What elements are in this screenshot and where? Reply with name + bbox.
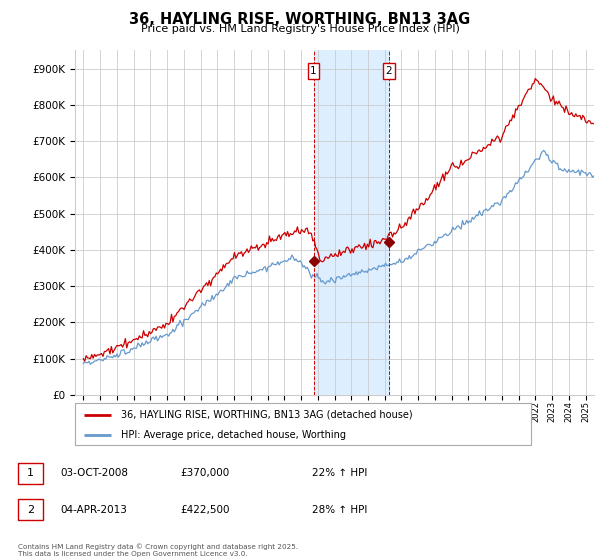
Text: 1: 1 [310, 66, 317, 76]
Text: £422,500: £422,500 [180, 505, 229, 515]
Text: 28% ↑ HPI: 28% ↑ HPI [312, 505, 367, 515]
Text: HPI: Average price, detached house, Worthing: HPI: Average price, detached house, Wort… [121, 430, 346, 440]
FancyBboxPatch shape [75, 403, 531, 445]
Text: Price paid vs. HM Land Registry's House Price Index (HPI): Price paid vs. HM Land Registry's House … [140, 24, 460, 34]
Text: 03-OCT-2008: 03-OCT-2008 [60, 468, 128, 478]
Text: 22% ↑ HPI: 22% ↑ HPI [312, 468, 367, 478]
Bar [314, 50, 389, 395]
Text: 2: 2 [27, 505, 34, 515]
Text: 04-APR-2013: 04-APR-2013 [60, 505, 127, 515]
Text: Contains HM Land Registry data © Crown copyright and database right 2025.
This d: Contains HM Land Registry data © Crown c… [18, 544, 298, 557]
Text: 36, HAYLING RISE, WORTHING, BN13 3AG: 36, HAYLING RISE, WORTHING, BN13 3AG [130, 12, 470, 27]
Text: 2: 2 [386, 66, 392, 76]
Text: 36, HAYLING RISE, WORTHING, BN13 3AG (detached house): 36, HAYLING RISE, WORTHING, BN13 3AG (de… [121, 410, 412, 420]
Text: 1: 1 [27, 468, 34, 478]
Text: £370,000: £370,000 [180, 468, 229, 478]
